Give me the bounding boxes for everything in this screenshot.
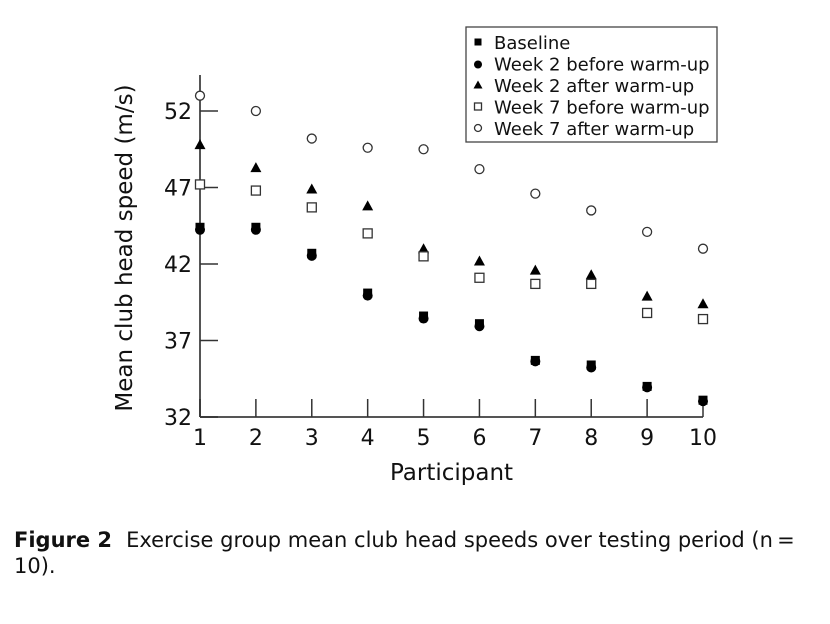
data-point-week-2-after-warm-up — [641, 290, 653, 301]
data-point-baseline — [586, 360, 596, 370]
data-point-baseline — [530, 355, 540, 365]
legend-marker — [474, 38, 482, 46]
data-point-week-7-after-warm-up — [418, 144, 429, 155]
data-point-week-2-after-warm-up — [306, 183, 318, 194]
y-tick-label: 47 — [164, 177, 192, 202]
y-tick-label: 42 — [164, 253, 192, 278]
data-point-week-7-before-warm-up — [194, 179, 206, 190]
data-point-week-7-before-warm-up — [250, 185, 262, 196]
data-point-baseline — [474, 319, 484, 329]
x-tick-label: 4 — [361, 426, 375, 451]
y-axis-label: Mean club head speed (m/s) — [112, 84, 138, 411]
x-tick-label: 5 — [417, 426, 431, 451]
x-tick-label: 2 — [249, 426, 263, 451]
data-point-baseline — [195, 222, 205, 232]
data-point-week-2-after-warm-up — [250, 162, 262, 173]
data-point-week-7-before-warm-up — [641, 307, 653, 319]
data-point-week-2-after-warm-up — [473, 255, 485, 266]
data-point-week-7-after-warm-up — [530, 188, 541, 199]
data-point-week-2-after-warm-up — [529, 264, 541, 275]
data-point-week-2-after-warm-up — [362, 200, 374, 211]
legend-label: Week 2 after warm-up — [494, 76, 694, 97]
data-point-week-7-before-warm-up — [474, 272, 485, 283]
x-tick-label: 1 — [193, 426, 207, 451]
data-point-baseline — [419, 311, 429, 321]
data-point-week-7-after-warm-up — [194, 90, 206, 101]
y-tick-label: 32 — [164, 406, 192, 431]
x-tick-label: 6 — [472, 426, 486, 451]
x-axis-label: Participant — [390, 460, 513, 486]
legend-marker — [473, 80, 483, 89]
data-point-week-7-before-warm-up — [418, 251, 429, 262]
data-point-week-7-after-warm-up — [697, 243, 709, 254]
legend-label: Week 2 before warm-up — [494, 55, 710, 76]
data-point-week-7-before-warm-up — [530, 278, 541, 290]
data-point-week-2-after-warm-up — [585, 269, 597, 280]
data-point-baseline — [642, 381, 652, 391]
legend-label: Baseline — [494, 33, 570, 54]
x-tick-label: 7 — [528, 426, 542, 451]
x-tick-label: 10 — [689, 426, 717, 451]
data-point-week-7-before-warm-up — [697, 313, 709, 325]
data-point-week-2-after-warm-up — [418, 243, 430, 254]
figure-caption: Figure 2 Exercise group mean club head sp… — [14, 527, 814, 579]
data-point-week-7-before-warm-up — [586, 278, 597, 290]
legend-box — [465, 26, 718, 143]
data-point-week-2-after-warm-up — [697, 298, 709, 309]
data-point-week-7-after-warm-up — [586, 205, 597, 216]
data-point-week-7-before-warm-up — [362, 228, 373, 239]
caption-label: Figure 2 — [14, 528, 113, 552]
data-point-baseline — [307, 248, 317, 258]
scatter-chart: 32 37 42 47 52 1 2 3 4 5 6 7 8 9 10 Participant Mean clu… — [112, 26, 718, 486]
x-tick-label: 3 — [305, 426, 319, 451]
data-point-week-2-after-warm-up — [194, 139, 206, 150]
y-tick-label: 37 — [164, 330, 192, 355]
legend-label: Week 7 before warm-up — [494, 98, 710, 119]
x-tick-label: 9 — [640, 426, 654, 451]
legend-marker — [473, 102, 483, 111]
data-point-week-7-before-warm-up — [306, 202, 317, 213]
legend-marker — [473, 123, 483, 133]
data-point-week-7-after-warm-up — [362, 142, 373, 153]
data-point-baseline — [363, 288, 373, 298]
caption-text: Exercise group mean club head speeds ove… — [14, 528, 799, 578]
legend-marker — [474, 60, 482, 69]
legend-label: Week 7 after warm-up — [494, 119, 694, 140]
data-point-week-7-after-warm-up — [641, 226, 653, 238]
data-point-week-7-after-warm-up — [474, 163, 485, 175]
x-tick-label: 8 — [584, 426, 598, 451]
y-tick-label: 52 — [164, 100, 192, 125]
data-point-baseline — [698, 395, 708, 405]
data-point-baseline — [251, 222, 261, 232]
data-point-week-7-after-warm-up — [250, 105, 262, 117]
data-point-week-7-after-warm-up — [306, 133, 317, 144]
